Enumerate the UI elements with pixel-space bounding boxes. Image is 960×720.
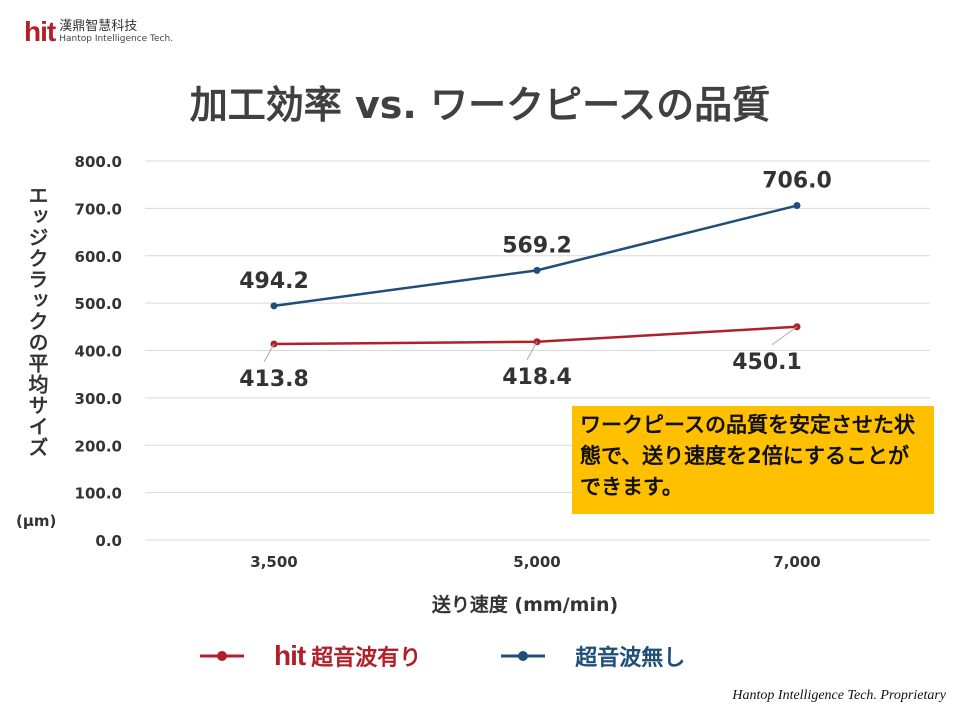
x-tick-label: 3,500 <box>250 553 297 571</box>
y-tick-label: 0.0 <box>95 532 122 550</box>
y-tick-label: 100.0 <box>75 485 122 503</box>
data-label: 494.2 <box>239 269 309 294</box>
data-point <box>533 266 541 274</box>
chart-title: 加工効率 vs. ワークピースの品質 <box>189 83 771 127</box>
data-label: 450.1 <box>732 350 802 375</box>
data-label: 569.2 <box>502 233 572 258</box>
legend-label: 超音波無し <box>575 646 686 671</box>
legend-marker-blue <box>501 651 546 661</box>
callout-note: ワークピースの品質を安定させた状態で、送り速度を2倍にすることができます。 <box>572 406 934 514</box>
x-axis-label: 送り速度 (mm/min) <box>431 594 619 616</box>
data-point <box>793 202 801 210</box>
legend-label: 超音波有り <box>311 646 422 671</box>
y-tick-label: 500.0 <box>75 295 122 313</box>
y-tick-label: 700.0 <box>75 200 122 218</box>
legend: hit 超音波有り 超音波無し <box>200 640 685 672</box>
logo-name-cn: 漢鼎智慧科技 <box>59 19 138 34</box>
y-tick-label: 400.0 <box>75 343 122 361</box>
y-tick-label: 800.0 <box>75 153 122 171</box>
data-label: 706.0 <box>762 169 832 194</box>
leader-line <box>771 326 798 346</box>
legend-item-without-ultrasonic: 超音波無し <box>501 640 685 672</box>
x-tick-label: 5,000 <box>513 553 560 571</box>
leader-line <box>263 343 275 363</box>
y-axis-label: エッジクラックの平均サイズ <box>25 185 49 458</box>
logo-name-en: Hantop Intelligence Tech. <box>59 34 174 44</box>
y-tick-label: 300.0 <box>75 390 122 408</box>
legend-marker-red <box>200 651 244 661</box>
y-tick-label: 200.0 <box>75 437 122 455</box>
legend-item-with-ultrasonic: hit 超音波有り <box>200 640 421 672</box>
y-tick-label: 600.0 <box>75 248 122 266</box>
data-point <box>270 302 278 310</box>
x-tick-label: 7,000 <box>773 553 820 571</box>
data-label: 413.8 <box>239 367 309 392</box>
y-axis-unit: (μm) <box>16 512 57 530</box>
footer-proprietary: Hantop Intelligence Tech. Proprietary <box>732 688 946 703</box>
company-logo: hit 漢鼎智慧科技 Hantop Intelligence Tech. <box>24 18 173 46</box>
leader-line <box>526 341 538 361</box>
logo-brand: hit <box>24 16 56 47</box>
legend-brand: hit <box>274 640 306 671</box>
data-label: 418.4 <box>502 365 572 390</box>
